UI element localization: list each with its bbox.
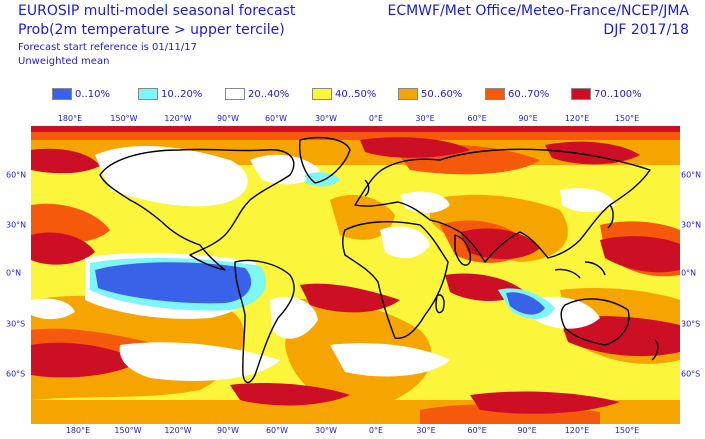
map-subtitle: Prob(2m temperature > upper tercile) xyxy=(18,22,285,38)
coast-indonesia xyxy=(554,268,581,279)
coast-madagascar xyxy=(435,294,445,314)
legend-item: 20..40% xyxy=(225,86,289,102)
lon-label-top: 30°E xyxy=(415,114,435,123)
coast-australia xyxy=(560,298,630,346)
forecast-start-reference: Forecast start reference is 01/11/17 xyxy=(18,42,197,53)
prob-0-10-areas xyxy=(95,262,545,315)
lon-label-top: 120°W xyxy=(164,114,192,123)
lon-label-top: 60°E xyxy=(467,114,487,123)
lon-label-bottom: 60°W xyxy=(265,426,289,435)
lon-label-bottom: 150°E xyxy=(614,426,640,435)
lon-label-top: 150°W xyxy=(110,114,138,123)
lon-label-top: 120°E xyxy=(564,114,590,123)
coast-africa xyxy=(342,221,449,339)
lon-label-bottom: 0°E xyxy=(368,426,384,435)
lon-label-bottom: 150°W xyxy=(114,426,142,435)
legend-swatch xyxy=(225,88,245,100)
legend-item: 70..100% xyxy=(571,86,642,102)
lon-label-bottom: 30°E xyxy=(416,426,436,435)
coast-eurasia xyxy=(354,148,651,263)
legend-item: 0..10% xyxy=(52,86,110,102)
lon-label-top: 30°W xyxy=(314,114,338,123)
legend-label: 20..40% xyxy=(248,88,290,100)
legend-label: 40..50% xyxy=(335,88,377,100)
coast-uk xyxy=(364,179,370,197)
legend-swatch xyxy=(571,88,591,100)
lon-label-top: 90°E xyxy=(518,114,538,123)
lon-label-bottom: 90°E xyxy=(517,426,537,435)
lat-label-right: 60°S xyxy=(681,369,701,379)
coast-japan xyxy=(607,204,614,229)
coast-south-america xyxy=(234,259,295,384)
lon-label-top: 90°W xyxy=(216,114,240,123)
prob-70-100-areas xyxy=(31,126,680,414)
legend-item: 10..20% xyxy=(138,86,202,102)
probability-map xyxy=(31,126,680,424)
prob-60-70-areas xyxy=(31,126,680,424)
lat-label-left: 60°N xyxy=(6,170,27,180)
legend-item: 40..50% xyxy=(312,86,376,102)
lon-label-bottom: 120°W xyxy=(164,426,192,435)
lon-label-top: 0°E xyxy=(368,114,384,123)
coast-india xyxy=(454,234,472,266)
legend-swatch xyxy=(398,88,418,100)
lon-label-top: 60°W xyxy=(264,114,288,123)
coast-north-america xyxy=(99,148,295,271)
lat-label-left: 60°S xyxy=(6,369,26,379)
lat-label-right: 30°N xyxy=(681,220,702,230)
lon-label-top: 180°E xyxy=(57,114,83,123)
coastlines xyxy=(99,137,659,384)
legend-item: 50..60% xyxy=(398,86,462,102)
centres-label: ECMWF/Met Office/Meteo-France/NCEP/JMA xyxy=(387,3,689,19)
lat-label-right: 0°N xyxy=(681,268,697,278)
legend-swatch xyxy=(312,88,332,100)
map-title: EUROSIP multi-model seasonal forecast xyxy=(18,3,296,19)
coast-new-zealand xyxy=(651,339,659,361)
lon-label-bottom: 30°W xyxy=(314,426,338,435)
weighting-note: Unweighted mean xyxy=(18,56,110,67)
legend-label: 10..20% xyxy=(161,88,203,100)
coast-greenland xyxy=(298,137,351,184)
legend-swatch xyxy=(138,88,158,100)
lat-label-left: 0°N xyxy=(6,268,22,278)
coast-new-guinea xyxy=(584,261,606,276)
lon-label-bottom: 60°E xyxy=(467,426,487,435)
lat-label-right: 60°N xyxy=(681,170,702,180)
lon-label-bottom: 120°E xyxy=(564,426,590,435)
legend-label: 70..100% xyxy=(594,88,642,100)
lon-label-top: 150°E xyxy=(614,114,640,123)
season-label: DJF 2017/18 xyxy=(603,22,689,38)
legend-item: 60..70% xyxy=(485,86,549,102)
legend-swatch xyxy=(485,88,505,100)
lat-label-right: 30°S xyxy=(681,319,701,329)
lon-label-bottom: 90°W xyxy=(216,426,240,435)
legend-label: 0..10% xyxy=(75,88,110,100)
probability-legend: 0..10% 10..20% 20..40% 40..50% 50..60% 6… xyxy=(0,86,705,102)
lat-label-left: 30°S xyxy=(6,319,26,329)
legend-swatch xyxy=(52,88,72,100)
legend-label: 50..60% xyxy=(421,88,463,100)
lat-label-left: 30°N xyxy=(6,220,27,230)
legend-label: 60..70% xyxy=(508,88,550,100)
lon-label-bottom: 180°E xyxy=(65,426,91,435)
